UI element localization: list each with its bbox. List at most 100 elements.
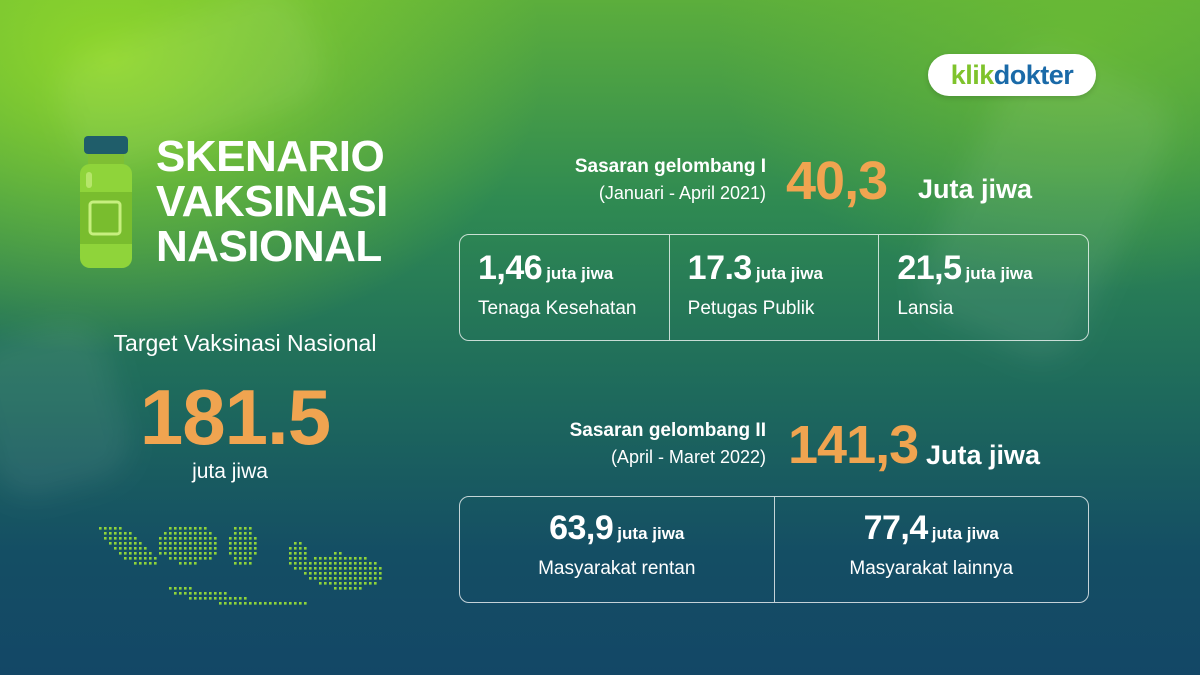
map-dot xyxy=(314,567,317,570)
map-dot xyxy=(214,597,217,600)
map-dot xyxy=(374,572,377,575)
map-dot xyxy=(354,557,357,560)
map-dot xyxy=(114,542,117,545)
map-dot xyxy=(339,572,342,575)
map-dot xyxy=(109,537,112,540)
map-dot xyxy=(239,557,242,560)
map-dot xyxy=(204,552,207,555)
indonesia-map-dots xyxy=(99,527,382,605)
map-dot xyxy=(239,537,242,540)
map-dot xyxy=(334,552,337,555)
map-dot xyxy=(194,592,197,595)
map-dot xyxy=(274,602,277,605)
map-dot xyxy=(309,572,312,575)
map-dot xyxy=(379,572,382,575)
map-dot xyxy=(249,552,252,555)
map-dot xyxy=(174,552,177,555)
map-dot xyxy=(184,542,187,545)
map-dot xyxy=(364,572,367,575)
map-dot xyxy=(229,552,232,555)
map-dot xyxy=(369,572,372,575)
map-dot xyxy=(314,562,317,565)
map-dot xyxy=(99,527,102,530)
map-dot xyxy=(249,547,252,550)
map-dot xyxy=(129,552,132,555)
map-dot xyxy=(204,547,207,550)
map-dot xyxy=(359,582,362,585)
map-dot xyxy=(189,592,192,595)
map-dot xyxy=(184,552,187,555)
map-dot xyxy=(144,557,147,560)
map-dot xyxy=(114,537,117,540)
map-dot xyxy=(169,527,172,530)
map-dot xyxy=(114,532,117,535)
map-dot xyxy=(344,562,347,565)
wave2-unit: Juta jiwa xyxy=(926,440,1041,470)
map-dot xyxy=(214,547,217,550)
map-dot xyxy=(189,527,192,530)
map-dot xyxy=(239,602,242,605)
map-dot xyxy=(244,557,247,560)
map-dot xyxy=(349,557,352,560)
map-dot xyxy=(264,602,267,605)
map-dot xyxy=(174,592,177,595)
map-dot xyxy=(174,587,177,590)
map-dot xyxy=(234,542,237,545)
map-dot xyxy=(164,547,167,550)
brand-logo-part2: dokter xyxy=(993,59,1074,90)
wave2-title: Sasaran gelombang II xyxy=(569,420,766,441)
map-dot xyxy=(199,537,202,540)
map-dot xyxy=(364,567,367,570)
map-dot xyxy=(224,592,227,595)
map-dot xyxy=(324,562,327,565)
map-dot xyxy=(249,537,252,540)
map-dot xyxy=(189,537,192,540)
map-dot xyxy=(239,527,242,530)
brand-logo: klik dokter xyxy=(928,54,1096,96)
map-dot xyxy=(334,562,337,565)
map-dot xyxy=(344,572,347,575)
map-dot xyxy=(359,562,362,565)
map-dot xyxy=(149,557,152,560)
map-dot xyxy=(359,557,362,560)
map-dot xyxy=(304,562,307,565)
map-dot xyxy=(344,567,347,570)
map-dot xyxy=(229,547,232,550)
map-dot xyxy=(304,547,307,550)
map-dot xyxy=(179,557,182,560)
map-dot xyxy=(134,552,137,555)
map-dot xyxy=(364,577,367,580)
map-dot xyxy=(329,562,332,565)
wave1-unit: Juta jiwa xyxy=(918,174,1033,204)
map-dot xyxy=(204,537,207,540)
map-dot xyxy=(354,567,357,570)
map-dot xyxy=(184,537,187,540)
map-dot xyxy=(174,532,177,535)
map-dot xyxy=(369,577,372,580)
map-dot xyxy=(339,587,342,590)
map-dot xyxy=(189,557,192,560)
map-dot xyxy=(354,577,357,580)
group-label: Tenaga Kesehatan xyxy=(478,298,637,319)
map-dot xyxy=(209,597,212,600)
map-dot xyxy=(209,547,212,550)
map-dot xyxy=(169,542,172,545)
map-dot xyxy=(214,552,217,555)
map-dot xyxy=(364,582,367,585)
map-dot xyxy=(179,542,182,545)
map-dot xyxy=(339,557,342,560)
map-dot xyxy=(359,587,362,590)
map-dot xyxy=(304,602,307,605)
map-dot xyxy=(139,542,142,545)
map-dot xyxy=(164,537,167,540)
map-dot xyxy=(179,587,182,590)
map-dot xyxy=(329,577,332,580)
map-dot xyxy=(324,557,327,560)
map-dot xyxy=(204,557,207,560)
map-dot xyxy=(249,542,252,545)
map-dot xyxy=(299,552,302,555)
map-dot xyxy=(204,532,207,535)
map-dot xyxy=(354,562,357,565)
group-value: 21,5 xyxy=(897,249,962,287)
map-dot xyxy=(159,537,162,540)
